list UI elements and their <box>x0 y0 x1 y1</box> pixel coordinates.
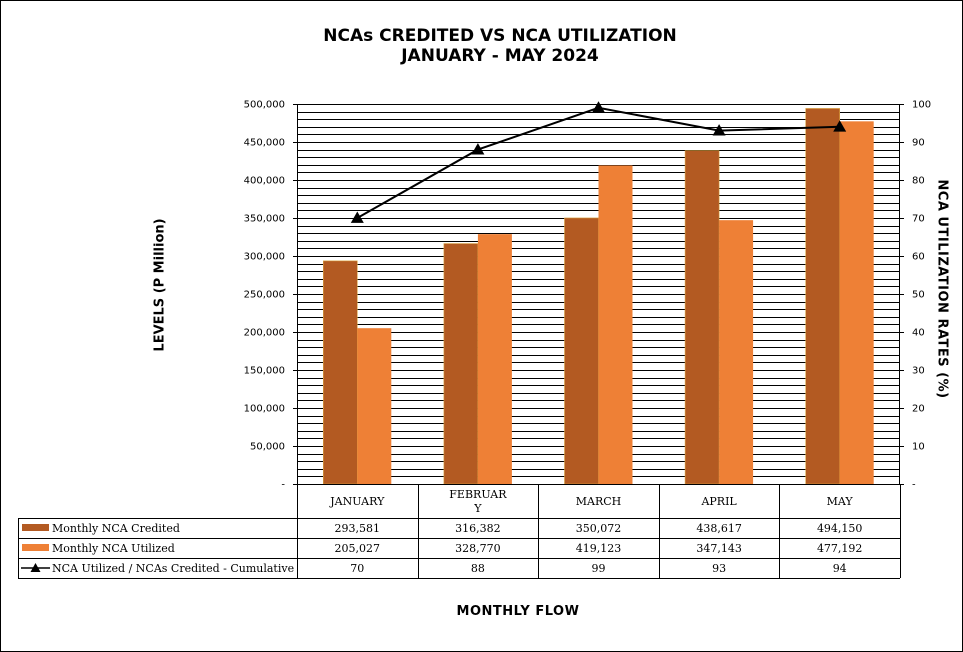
table-cell-value: 328,770 <box>455 542 501 555</box>
table-row-label: Monthly NCA Utilized <box>52 542 175 555</box>
bar-utilized <box>477 234 512 484</box>
table-cell-value: 70 <box>350 562 364 575</box>
x-axis-title: MONTHLY FLOW <box>456 604 580 619</box>
bar-credited <box>322 260 358 485</box>
bar-utilized <box>839 121 874 485</box>
y-tick-label: 50,000 <box>250 442 285 453</box>
table-cell-value: 94 <box>833 562 847 575</box>
y2-tick-label: 80 <box>912 176 925 187</box>
table-cell-value: 205,027 <box>335 542 381 555</box>
bar-credited <box>684 150 720 485</box>
bar-utilized <box>598 165 633 484</box>
y-tick-label: 450,000 <box>244 138 285 149</box>
y2-tick-label: 90 <box>912 138 925 149</box>
chart-title-line-1: NCAs CREDITED VS NCA UTILIZATION <box>323 26 677 46</box>
ratio-point <box>712 124 726 136</box>
bar-credited <box>805 108 841 485</box>
x-category-label: Y <box>473 502 482 515</box>
data-table <box>18 484 901 579</box>
y2-tick-label: 70 <box>912 214 925 225</box>
table-cell-value: 293,581 <box>335 522 381 535</box>
table-cell-value: 494,150 <box>817 522 863 535</box>
table-cell-value: 438,617 <box>696 522 742 535</box>
y2-tick-label: 100 <box>912 100 931 111</box>
y2-tick-label: 40 <box>912 328 925 339</box>
y2-tick-label: 10 <box>912 442 925 453</box>
table-cell-value: 347,143 <box>696 542 742 555</box>
bar-credited <box>443 243 479 485</box>
y-tick-label: 200,000 <box>244 328 285 339</box>
y2-tick-label: 20 <box>912 404 925 415</box>
bar-credited <box>564 217 599 485</box>
y-tick-label: 500,000 <box>244 100 285 111</box>
table-cell-value: 477,192 <box>817 542 863 555</box>
table-cell-value: 350,072 <box>576 522 622 535</box>
y-tick-label: 100,000 <box>244 404 285 415</box>
x-category-label: FEBRUAR <box>449 488 507 501</box>
y-tick-label: 150,000 <box>244 366 285 377</box>
x-category-label: APRIL <box>700 495 737 508</box>
table-row-label: NCA Utilized / NCAs Credited - Cumulativ… <box>52 562 294 575</box>
y-tick-label: 300,000 <box>244 252 285 263</box>
legend-key-ratio-marker <box>30 563 41 572</box>
bar-utilized <box>357 328 392 484</box>
chart-title-line-2: JANUARY - MAY 2024 <box>401 46 599 66</box>
bar-utilized <box>719 220 754 484</box>
chart-title: NCAs CREDITED VS NCA UTILIZATION JANUARY… <box>200 26 800 66</box>
ratio-point <box>471 143 485 155</box>
legend-key-credited <box>22 524 49 531</box>
table-cell-value: 88 <box>471 562 485 575</box>
y2-tick-label: 60 <box>912 252 925 263</box>
ratio-point <box>350 211 364 223</box>
table-cell-value: 316,382 <box>455 522 501 535</box>
table-cell-value: 419,123 <box>576 542 622 555</box>
table-cell-value: 93 <box>712 562 726 575</box>
y-tick-label: 350,000 <box>244 214 285 225</box>
x-category-label: MAY <box>827 495 854 508</box>
table-cell-value: 99 <box>592 562 606 575</box>
y2-tick-label: - <box>912 480 916 491</box>
y2-tick-label: 30 <box>912 366 925 377</box>
y2-tick-label: 50 <box>912 290 925 301</box>
y-tick-label: 400,000 <box>244 176 285 187</box>
ratio-point <box>833 120 847 132</box>
legend-key-utilized <box>22 544 49 551</box>
y-tick-label: - <box>281 480 285 491</box>
table-row-label: Monthly NCA Credited <box>52 522 180 535</box>
x-category-label: MARCH <box>576 495 622 508</box>
ratio-point <box>592 101 605 113</box>
x-category-label: JANUARY <box>329 495 385 508</box>
y-tick-label: 250,000 <box>244 290 285 301</box>
